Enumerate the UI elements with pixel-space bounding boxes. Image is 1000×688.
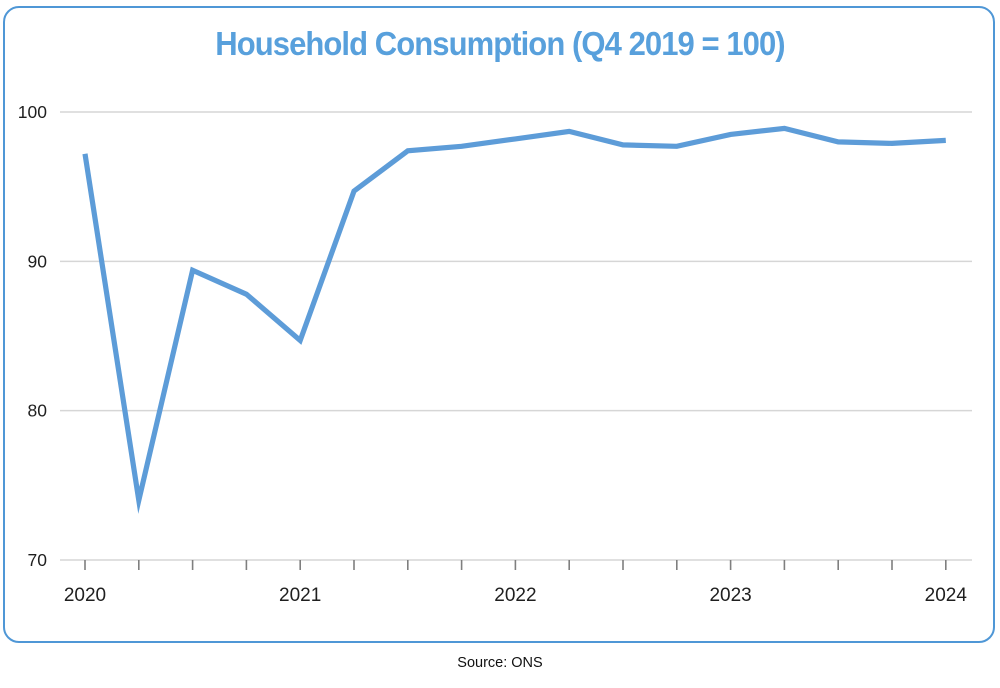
svg-text:2023: 2023 [709,585,751,606]
svg-text:2022: 2022 [494,585,536,606]
svg-text:2021: 2021 [279,585,321,606]
svg-text:2020: 2020 [64,585,106,606]
svg-text:80: 80 [28,401,48,421]
household-consumption-line-chart: 70 80 90 100 2020 2021 2022 2023 2024 [18,102,972,606]
y-gridlines [60,111,972,561]
source-label: Source: ONS [457,655,543,671]
x-axis-labels: 2020 2021 2022 2023 2024 [64,585,968,606]
svg-text:70: 70 [28,550,48,570]
svg-text:2024: 2024 [925,585,968,606]
y-axis-labels: 70 80 90 100 [18,102,47,570]
x-axis-ticks [84,560,947,570]
consumption-line-series [82,125,946,514]
chart-title: Household Consumption (Q4 2019 = 100) [215,25,785,62]
svg-text:100: 100 [18,102,47,122]
svg-text:90: 90 [28,251,48,271]
